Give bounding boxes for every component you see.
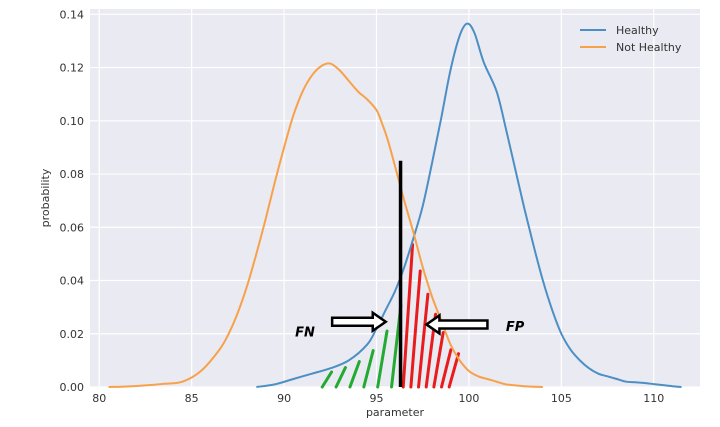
hatch-stroke [348,360,361,389]
hatch-stroke [440,348,453,389]
hatch-stroke [334,366,347,389]
hatch-stroke [401,243,415,389]
hatch-stroke [409,269,422,389]
hatch-stroke [362,349,375,389]
legend-label-not-healthy: Not Healthy [616,41,682,54]
x-tick-label: 110 [643,392,664,405]
y-tick-label: 0.08 [60,168,85,181]
y-tick-label: 0.06 [60,221,85,234]
series-line-not-healthy [108,62,543,388]
legend: Healthy Not Healthy [580,24,682,54]
y-tick-label: 0.02 [60,328,85,341]
annotation-arrow-fn [330,310,388,334]
hatch-stroke [447,352,461,389]
grid-lines [90,9,700,388]
y-tick-label: 0.00 [60,381,85,394]
y-axis-label: probability [39,168,52,227]
hatch-stroke [432,330,445,389]
series-layer [108,22,682,388]
hatch-stroke [417,292,430,389]
annotation-label-fp: FP [506,320,525,335]
x-tick-label: 105 [551,392,572,405]
x-axis-label: parameter [366,406,425,419]
annotation-arrows: FN FP [295,310,525,340]
plot-background [90,9,700,387]
annotation-arrow-fp [424,313,489,336]
y-tick-label: 0.04 [60,275,85,288]
x-tick-label: 80 [92,392,106,405]
y-tick-label: 0.10 [60,115,85,128]
series-line-healthy [256,22,682,388]
y-tick-label: 0.14 [60,8,85,21]
x-tick-label: 90 [277,392,291,405]
annotation-label-fn: FN [295,325,315,340]
x-tick-label: 100 [458,392,479,405]
hatch-stroke [320,370,334,389]
hatch-stroke [376,329,389,389]
y-tick-label: 0.12 [60,62,85,75]
tick-labels: 80 85 90 95 100 105 110 0.00 0.02 0.04 0.06 0.08 0.1… [60,8,665,405]
legend-label-healthy: Healthy [616,24,659,37]
x-tick-label: 95 [370,392,384,405]
x-tick-label: 85 [185,392,199,405]
